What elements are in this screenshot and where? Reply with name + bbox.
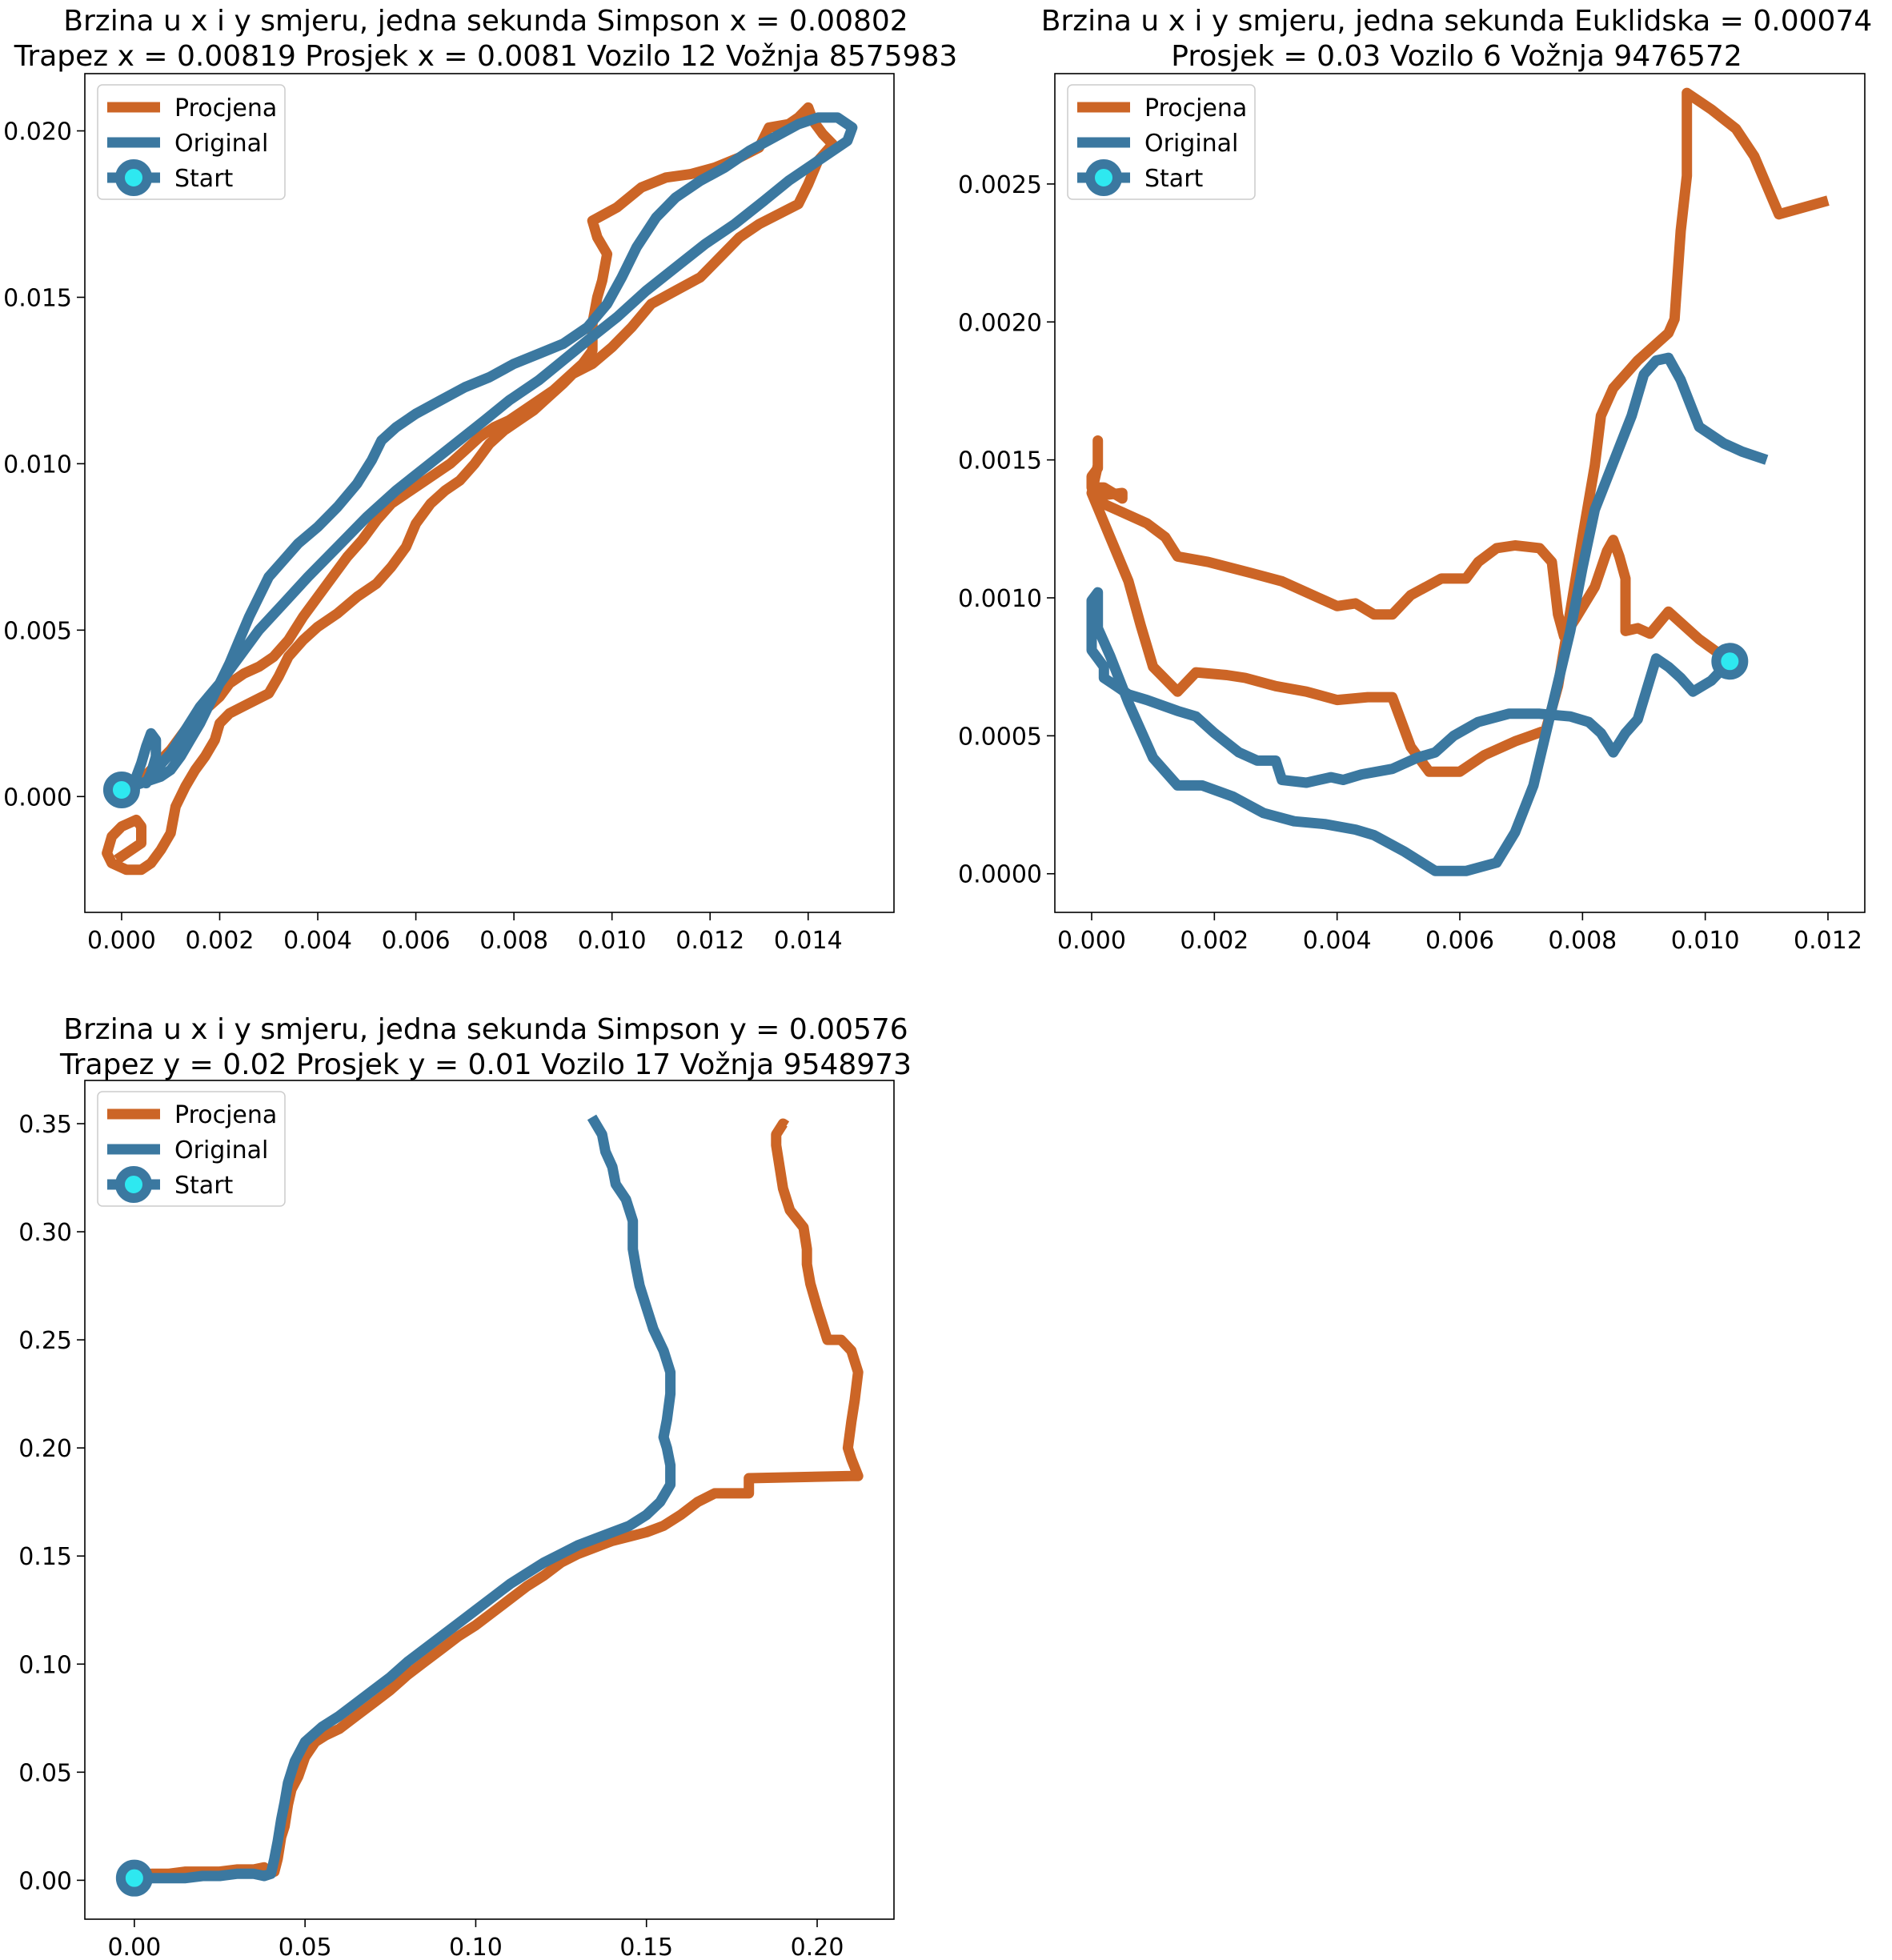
y-tick-label: 0.0010 [958, 585, 1042, 613]
legend-label-procjena: Procjena [174, 1101, 277, 1129]
series-line-original [134, 1114, 676, 1884]
y-tick-label: 0.005 [3, 617, 72, 645]
y-tick-label: 0.010 [3, 451, 72, 479]
x-tick-label: 0.004 [283, 927, 352, 955]
x-tick-label: 0.10 [449, 1934, 503, 1960]
plot-area [1086, 87, 1830, 876]
plot-area [115, 1114, 864, 1897]
legend-label-original: Original [1144, 130, 1238, 158]
x-tick-label: 0.002 [186, 927, 255, 955]
subplot-2: Brzina u x i y smjeru, jedna sekunda Euk… [958, 5, 1872, 955]
legend-label-start: Start [1144, 165, 1204, 193]
x-tick-label: 0.004 [1303, 927, 1372, 955]
x-tick-label: 0.012 [1794, 927, 1862, 955]
y-tick-label: 0.000 [3, 784, 72, 812]
axes-frame [84, 1080, 895, 1920]
y-tick-label: 0.015 [3, 284, 72, 312]
legend-start-marker [115, 159, 152, 196]
x-tick-label: 0.012 [675, 927, 744, 955]
legend: Procjena Original Start [97, 1091, 286, 1207]
subplot-3-title-line-1: Brzina u x i y smjeru, jedna sekunda Sim… [63, 1013, 908, 1046]
y-tick-label: 0.0025 [958, 171, 1042, 199]
x-tick-label: 0.006 [382, 927, 451, 955]
y-tick-label: 0.35 [18, 1111, 72, 1139]
legend-start-marker [115, 1166, 152, 1203]
y-tick-label: 0.0005 [958, 723, 1042, 751]
start-marker [115, 1859, 153, 1897]
y-tick-label: 0.20 [18, 1435, 72, 1463]
x-tick-label: 0.000 [1057, 927, 1126, 955]
series-line-original [1086, 352, 1769, 876]
axes-frame [84, 73, 895, 913]
start-marker [1711, 643, 1749, 680]
y-tick-label: 0.0015 [958, 447, 1042, 475]
x-tick-label: 0.010 [578, 927, 647, 955]
legend-label-start: Start [174, 1172, 234, 1200]
start-marker [102, 771, 140, 808]
y-tick-label: 0.0020 [958, 309, 1042, 337]
x-tick-label: 0.014 [774, 927, 843, 955]
x-tick-label: 0.20 [791, 1934, 844, 1960]
legend-start-marker [1085, 159, 1122, 196]
y-tick-label: 0.00 [18, 1867, 72, 1895]
y-tick-label: 0.020 [3, 118, 72, 146]
subplot-1-title-line-1: Brzina u x i y smjeru, jedna sekunda Sim… [63, 5, 908, 38]
plot-area [102, 102, 858, 876]
x-tick-label: 0.000 [87, 927, 156, 955]
subplot-1: Brzina u x i y smjeru, jedna sekunda Sim… [3, 5, 957, 955]
x-tick-label: 0.05 [279, 1934, 332, 1960]
series-line-procjena [1086, 87, 1830, 777]
legend-label-original: Original [174, 130, 268, 158]
legend: Procjena Original Start [97, 84, 286, 200]
subplot-2-title-line-2: Prosjek = 0.03 Vozilo 6 Vožnja 9476572 [1171, 40, 1742, 73]
subplot-3: Brzina u x i y smjeru, jedna sekunda Sim… [18, 1013, 912, 1960]
legend-label-procjena: Procjena [174, 94, 277, 122]
x-tick-label: 0.15 [619, 1934, 673, 1960]
y-tick-label: 0.0000 [958, 861, 1042, 889]
x-tick-label: 0.010 [1671, 927, 1740, 955]
legend-label-procjena: Procjena [1144, 94, 1247, 122]
legend-label-original: Original [174, 1136, 268, 1164]
y-tick-label: 0.30 [18, 1219, 72, 1247]
subplot-3-title-line-2: Trapez y = 0.02 Prosjek y = 0.01 Vozilo … [59, 1048, 912, 1081]
x-tick-label: 0.006 [1425, 927, 1494, 955]
y-tick-label: 0.10 [18, 1651, 72, 1679]
y-tick-label: 0.25 [18, 1327, 72, 1355]
x-tick-label: 0.002 [1180, 927, 1249, 955]
subplot-2-title-line-1: Brzina u x i y smjeru, jedna sekunda Euk… [1041, 5, 1873, 38]
x-tick-label: 0.008 [1548, 927, 1617, 955]
legend: Procjena Original Start [1067, 84, 1256, 200]
x-tick-label: 0.00 [107, 1934, 161, 1960]
subplot-1-title-line-2: Trapez x = 0.00819 Prosjek x = 0.0081 Vo… [14, 40, 958, 73]
y-tick-label: 0.05 [18, 1759, 72, 1787]
y-tick-label: 0.15 [18, 1543, 72, 1571]
x-tick-label: 0.008 [479, 927, 548, 955]
series-line-original [119, 112, 858, 796]
legend-label-start: Start [174, 165, 234, 193]
